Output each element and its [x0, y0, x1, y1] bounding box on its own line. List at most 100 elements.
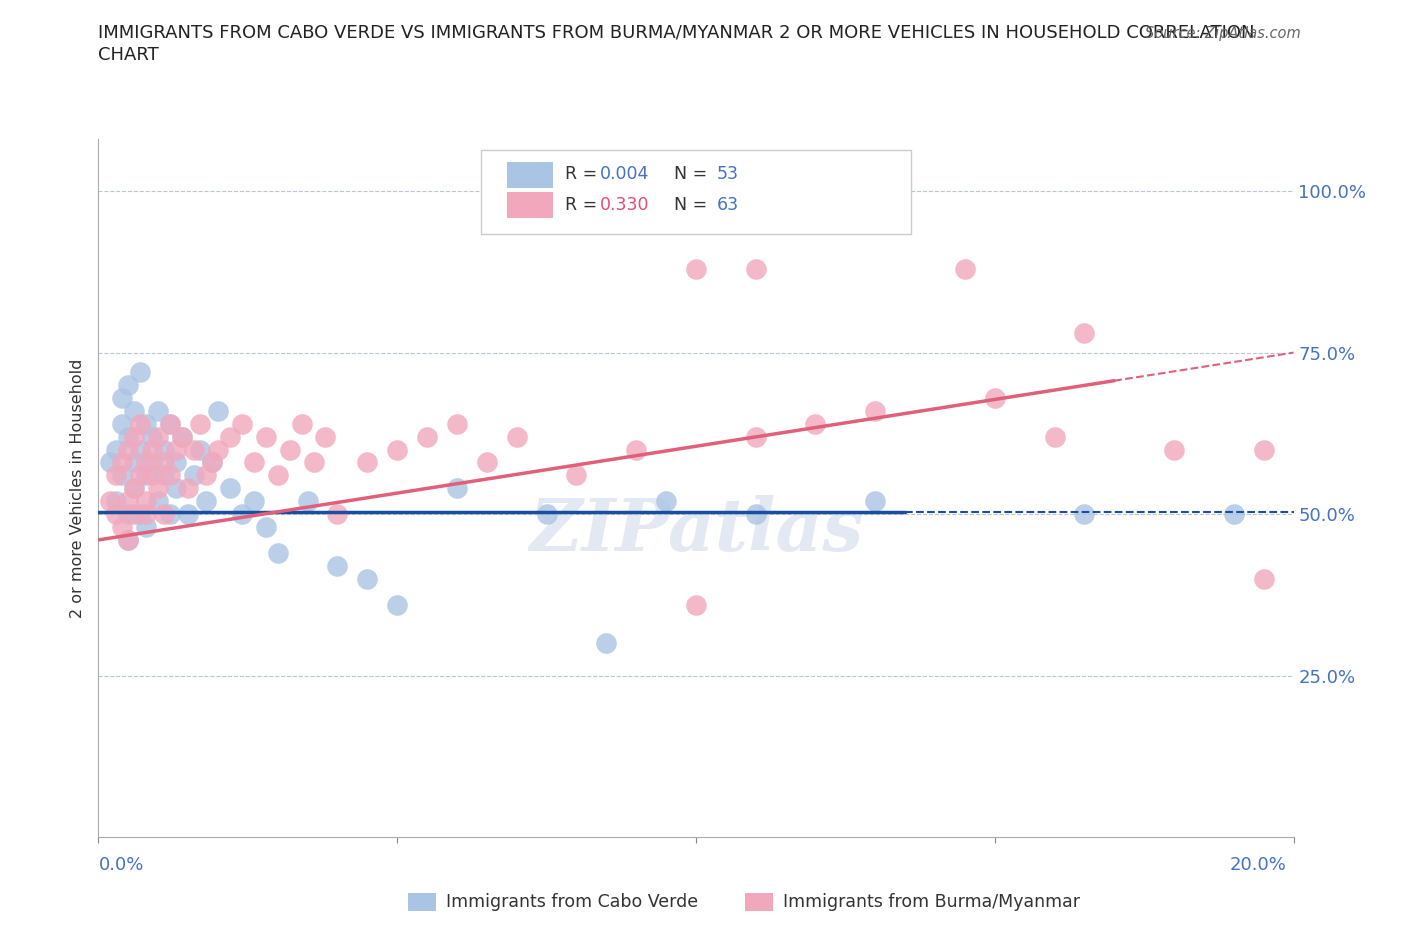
Point — [117, 494, 139, 509]
Point — [745, 261, 768, 276]
Point — [326, 507, 349, 522]
FancyBboxPatch shape — [508, 192, 553, 219]
Point — [1223, 507, 1246, 522]
Point — [165, 442, 187, 457]
Text: N =: N = — [662, 196, 713, 214]
Text: ZIPatlas: ZIPatlas — [529, 495, 863, 565]
Point — [953, 261, 976, 276]
Point — [165, 481, 187, 496]
Point — [117, 533, 139, 548]
Point — [159, 417, 181, 432]
Point — [100, 494, 122, 509]
Text: CHART: CHART — [98, 46, 159, 64]
Point — [195, 494, 218, 509]
Point — [105, 468, 128, 483]
Point — [141, 455, 163, 470]
Point — [117, 533, 139, 548]
Point — [148, 494, 170, 509]
Point — [148, 404, 170, 418]
Text: Immigrants from Cabo Verde: Immigrants from Cabo Verde — [446, 893, 697, 911]
Point — [124, 404, 146, 418]
Point — [356, 571, 378, 586]
Point — [297, 494, 319, 509]
Point — [124, 481, 146, 496]
Point — [267, 468, 290, 483]
Point — [278, 442, 301, 457]
Point — [148, 481, 170, 496]
Point — [135, 417, 157, 432]
Point — [124, 429, 146, 444]
Point — [111, 391, 134, 405]
Text: 20.0%: 20.0% — [1230, 856, 1286, 873]
Text: IMMIGRANTS FROM CABO VERDE VS IMMIGRANTS FROM BURMA/MYANMAR 2 OR MORE VEHICLES I: IMMIGRANTS FROM CABO VERDE VS IMMIGRANTS… — [98, 23, 1256, 41]
Point — [195, 468, 218, 483]
Point — [129, 507, 152, 522]
Point — [267, 545, 290, 560]
Text: Immigrants from Burma/Myanmar: Immigrants from Burma/Myanmar — [783, 893, 1080, 911]
Point — [141, 468, 163, 483]
Text: N =: N = — [662, 165, 713, 182]
Point — [148, 429, 170, 444]
Point — [117, 429, 139, 444]
Text: R =: R = — [565, 196, 602, 214]
Point — [302, 455, 325, 470]
Point — [111, 468, 134, 483]
FancyBboxPatch shape — [481, 150, 911, 233]
Point — [153, 507, 176, 522]
Point — [326, 558, 349, 573]
Point — [446, 481, 468, 496]
Point — [385, 442, 409, 457]
Point — [1043, 429, 1066, 444]
Point — [865, 404, 887, 418]
Point — [159, 468, 181, 483]
Text: 0.0%: 0.0% — [98, 856, 143, 873]
Point — [291, 417, 314, 432]
Point — [105, 442, 128, 457]
Point — [231, 507, 253, 522]
Point — [129, 417, 152, 432]
Point — [111, 417, 134, 432]
Point — [984, 391, 1007, 405]
Point — [1253, 571, 1275, 586]
Point — [117, 442, 139, 457]
Point — [159, 417, 181, 432]
Point — [745, 429, 768, 444]
Point — [177, 507, 200, 522]
Point — [745, 507, 768, 522]
Point — [201, 455, 224, 470]
Text: 53: 53 — [716, 165, 738, 182]
Point — [111, 455, 134, 470]
Point — [105, 494, 128, 509]
Point — [1163, 442, 1185, 457]
Point — [183, 442, 205, 457]
Point — [201, 455, 224, 470]
Point — [865, 494, 887, 509]
Text: Source: ZipAtlas.com: Source: ZipAtlas.com — [1144, 26, 1301, 41]
Point — [129, 365, 152, 379]
Point — [100, 455, 122, 470]
Point — [117, 507, 139, 522]
Point — [254, 429, 277, 444]
Point — [135, 468, 157, 483]
Point — [111, 520, 134, 535]
Point — [153, 455, 176, 470]
Point — [135, 455, 157, 470]
Point — [172, 429, 194, 444]
Point — [685, 597, 707, 612]
Point — [117, 378, 139, 392]
Point — [446, 417, 468, 432]
Y-axis label: 2 or more Vehicles in Household: 2 or more Vehicles in Household — [70, 359, 86, 618]
Text: 0.330: 0.330 — [600, 196, 650, 214]
Point — [1253, 442, 1275, 457]
Text: R =: R = — [565, 165, 602, 182]
Point — [243, 455, 266, 470]
Point — [231, 417, 253, 432]
Point — [1073, 326, 1095, 340]
Point — [165, 455, 187, 470]
Point — [124, 507, 146, 522]
Point — [177, 481, 200, 496]
Point — [219, 481, 242, 496]
Point — [536, 507, 558, 522]
Point — [135, 507, 157, 522]
Point — [153, 442, 176, 457]
